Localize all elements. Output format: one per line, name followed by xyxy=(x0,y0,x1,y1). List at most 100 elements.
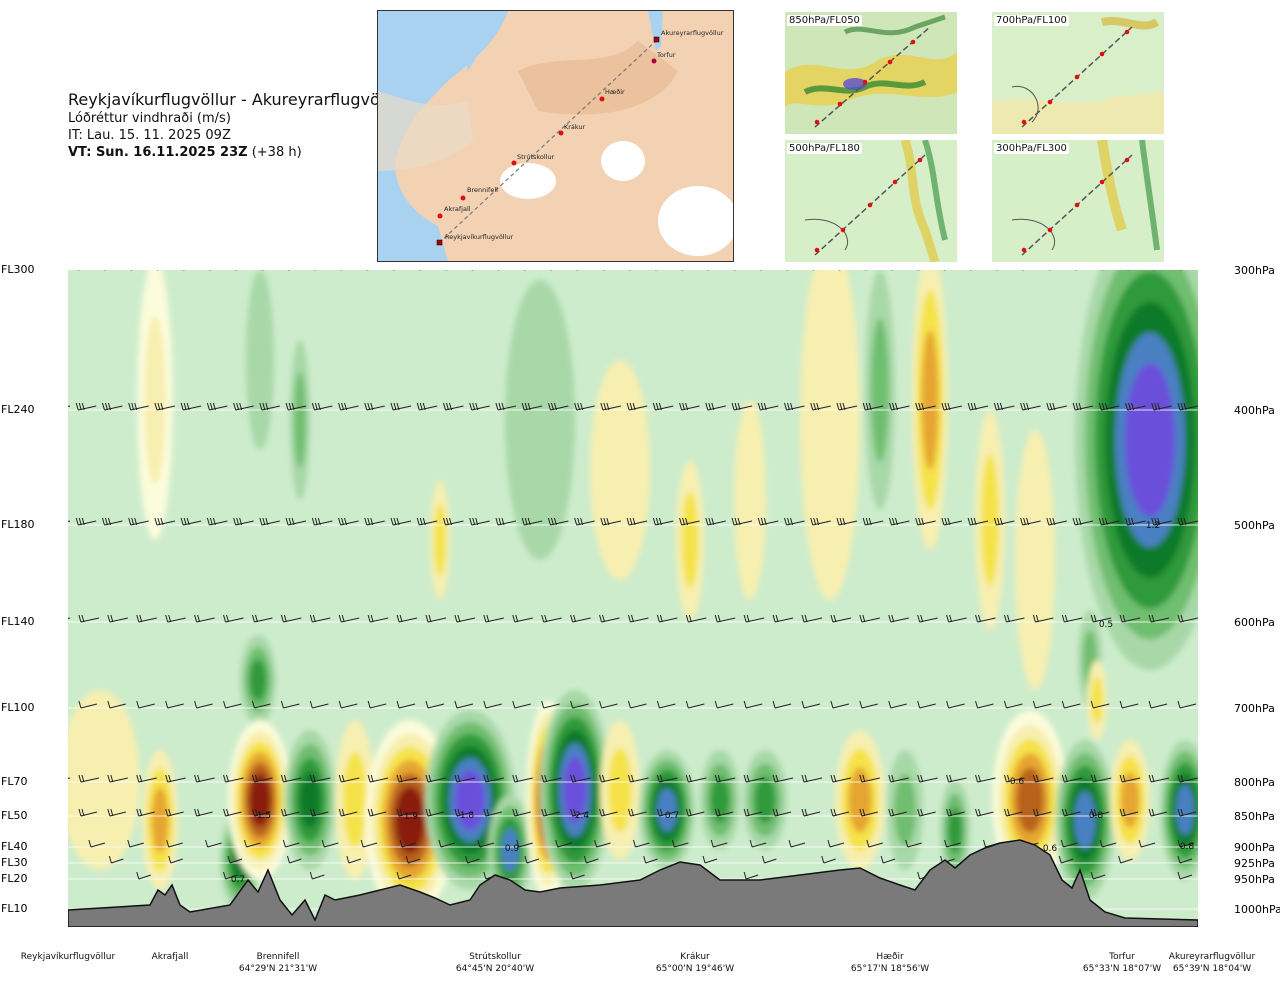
x-location-name: Strútskollur xyxy=(469,952,521,962)
right-axis-label: 600hPa xyxy=(1234,616,1275,629)
wind-barb xyxy=(801,614,823,623)
wind-barb xyxy=(946,700,965,709)
left-axis-label: FL50 xyxy=(1,809,27,822)
wind-barb xyxy=(1148,774,1170,783)
wind-barb xyxy=(1177,517,1198,526)
wind-barb xyxy=(685,774,707,783)
wind-barb xyxy=(917,774,938,783)
wind-barb xyxy=(685,808,705,817)
wind-barb xyxy=(425,808,445,817)
valid-time-offset: (+38 h) xyxy=(251,145,302,160)
contour-value-label: 0.8 xyxy=(1089,811,1104,821)
wind-barb xyxy=(418,270,422,271)
wind-barb xyxy=(154,402,176,411)
wind-barb xyxy=(1090,774,1112,783)
wind-barb xyxy=(285,402,307,411)
wind-barb xyxy=(594,839,611,848)
wind-barb xyxy=(1179,270,1183,271)
wind-barb xyxy=(78,614,100,623)
wind-barb xyxy=(416,402,438,411)
wind-barb xyxy=(280,614,302,623)
right-axis-label: 925hPa xyxy=(1234,857,1275,870)
x-location-label: Strútskollur 64°45'N 20°40'W xyxy=(440,951,550,975)
wind-barb xyxy=(731,517,753,526)
chart-title: Reykjavíkurflugvöllur - Akureyrarflugvöl… xyxy=(68,90,406,109)
wind-barb xyxy=(168,855,183,864)
wind-barb xyxy=(465,855,480,864)
right-axis-label: 300hPa xyxy=(1234,264,1275,277)
wind-barb xyxy=(1032,700,1052,709)
wind-barb xyxy=(1177,774,1198,783)
wind-barb xyxy=(570,614,591,623)
wind-barb xyxy=(251,614,273,623)
wind-barb xyxy=(628,270,632,271)
wind-barb xyxy=(541,700,560,709)
wind-barb xyxy=(1177,855,1193,864)
wind-barb xyxy=(1177,871,1193,880)
wind-barb xyxy=(1090,871,1106,880)
contour-value-label: 2.4 xyxy=(575,811,590,821)
wind-barb xyxy=(656,614,678,623)
wind-barb xyxy=(1098,517,1120,526)
wind-barb xyxy=(259,517,280,526)
wind-barb xyxy=(227,855,243,864)
wind-barb xyxy=(88,839,106,848)
wind-barb xyxy=(733,270,737,271)
contour-value-label: 0.7 xyxy=(231,875,245,885)
wind-barb xyxy=(1090,700,1110,709)
wind-barb xyxy=(521,402,543,411)
wind-barb xyxy=(864,270,868,271)
wind-barb xyxy=(280,700,300,709)
wind-barb xyxy=(454,700,474,709)
map-label-haedir: Hæðir xyxy=(605,88,625,96)
right-axis-label: 400hPa xyxy=(1234,404,1275,417)
wind-barb xyxy=(702,855,718,864)
wind-barb xyxy=(888,402,910,411)
thumbnail-850hpa-svg xyxy=(785,12,957,134)
wind-barb xyxy=(75,402,97,411)
wind-barb xyxy=(235,270,238,271)
wind-barb xyxy=(367,614,389,623)
glacier-hofsjokull xyxy=(601,141,645,181)
wind-barb xyxy=(574,517,595,526)
wind-barb xyxy=(1119,700,1139,709)
wind-barb xyxy=(78,808,98,817)
wind-barb xyxy=(743,871,759,880)
wind-barb xyxy=(915,402,936,411)
thumbnail-300hpa[interactable]: 300hPa/FL300 xyxy=(992,140,1164,262)
wind-barb xyxy=(743,808,763,817)
wind-barb xyxy=(233,517,254,526)
wind-barb xyxy=(1177,614,1198,623)
left-axis-label: FL180 xyxy=(1,518,34,531)
thumbnail-700hpa[interactable]: 700hPa/FL100 xyxy=(992,12,1164,134)
map-label-strutskollur: Strútskollur xyxy=(517,153,555,161)
route-line xyxy=(438,40,657,244)
wind-barb xyxy=(282,839,300,848)
map-label-brennifell: Brennifell xyxy=(467,186,498,194)
x-location-label: Brennifell 64°29'N 21°31'W xyxy=(223,951,333,975)
thumbnail-850hpa[interactable]: 850hPa/FL050 xyxy=(785,12,957,134)
wind-barb xyxy=(251,700,271,709)
wind-barb xyxy=(1148,700,1168,709)
wind-barb xyxy=(313,270,317,271)
plot-area xyxy=(68,270,1198,927)
wind-barb xyxy=(714,700,734,709)
contour-value-label: 1.5 xyxy=(257,811,271,821)
x-location-label: Reykjavíkurflugvöllur xyxy=(13,951,123,963)
wind-barb xyxy=(714,614,736,623)
wind-barb xyxy=(1177,839,1195,848)
velocity-contour xyxy=(434,504,446,576)
wind-barb xyxy=(107,808,126,817)
wind-barb xyxy=(309,808,329,817)
velocity-contour xyxy=(1091,676,1103,724)
thumbnail-500hpa[interactable]: 500hPa/FL180 xyxy=(785,140,957,262)
wind-barb xyxy=(917,270,920,271)
wind-barb xyxy=(223,700,242,709)
wind-barb xyxy=(679,402,700,411)
wind-barb xyxy=(757,517,779,526)
wind-barb xyxy=(714,808,734,817)
wind-barb xyxy=(772,774,794,783)
wind-barb xyxy=(244,839,261,848)
wind-barb xyxy=(454,808,474,817)
